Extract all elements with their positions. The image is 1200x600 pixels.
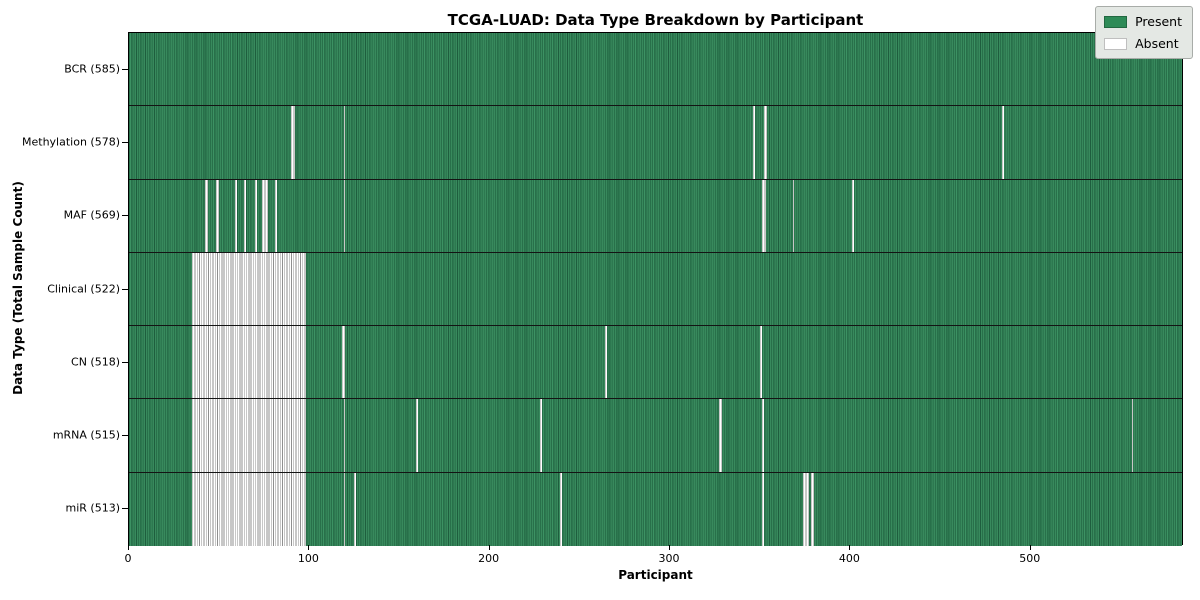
absent-segment (275, 179, 277, 252)
absent-segment (343, 399, 346, 472)
legend-swatch-absent (1104, 37, 1128, 50)
ytick-label-methylation: Methylation (578) (22, 135, 120, 149)
legend-item-absent: Absent (1104, 36, 1182, 51)
absent-segment (415, 399, 418, 472)
absent-segment (852, 179, 854, 252)
ytick-label-mrna: mRNA (515) (52, 428, 120, 442)
plot-area (128, 32, 1183, 546)
absent-segment (244, 179, 247, 252)
absent-segment (255, 179, 258, 252)
xtick-mark (308, 545, 310, 550)
legend-label: Absent (1135, 36, 1179, 51)
absent-segment (810, 472, 815, 546)
ytick-mark (122, 288, 128, 290)
absent-segment (718, 399, 723, 472)
row-cn (129, 326, 1182, 400)
xtick-mark (849, 545, 851, 550)
absent-segment (752, 106, 755, 179)
absent-segment (560, 472, 562, 546)
absent-segment (762, 399, 764, 472)
xtick-label-200: 200 (478, 552, 500, 565)
row-methylation (129, 106, 1182, 180)
chart-title: TCGA-LUAD: Data Type Breakdown by Partic… (447, 11, 864, 29)
ytick-mark (122, 508, 128, 510)
absent-segment (792, 179, 795, 252)
absent-segment (341, 326, 346, 399)
row-mrna (129, 399, 1182, 473)
ytick-label-bcr: BCR (585) (64, 62, 120, 76)
absent-segment (343, 106, 346, 179)
ytick-mark (122, 215, 128, 217)
legend: Present Absent (1095, 6, 1193, 59)
xtick-mark (1029, 545, 1031, 550)
row-clinical (129, 252, 1182, 327)
absent-segment (262, 179, 268, 252)
xtick-label-100: 100 (297, 552, 319, 565)
absent-segment (192, 252, 306, 326)
absent-segment (215, 179, 220, 252)
ytick-label-mir: miR (513) (65, 501, 121, 515)
absent-segment (1001, 106, 1004, 179)
xtick-label-400: 400 (838, 552, 860, 565)
xtick-mark (669, 545, 671, 550)
absent-segment (540, 399, 542, 472)
absent-segment (803, 472, 809, 546)
ytick-label-maf: MAF (569) (63, 208, 120, 222)
absent-segment (605, 326, 607, 399)
ytick-mark (122, 361, 128, 363)
absent-segment (760, 326, 762, 399)
xtick-label-500: 500 (1019, 552, 1041, 565)
legend-item-present: Present (1104, 14, 1182, 29)
legend-label: Present (1135, 14, 1182, 29)
row-bcr (129, 33, 1182, 107)
xtick-mark (128, 545, 129, 550)
absent-segment (762, 179, 766, 252)
xtick-label-0: 0 (124, 552, 132, 565)
ytick-label-clinical: Clinical (522) (47, 282, 120, 295)
xtick-label-300: 300 (658, 552, 680, 565)
absent-segment (1131, 399, 1134, 472)
absent-segment (204, 179, 209, 252)
absent-segment (762, 472, 764, 546)
absent-segment (235, 179, 238, 252)
absent-segment (354, 472, 357, 546)
x-axis-label: Participant (618, 568, 693, 582)
ytick-mark (122, 435, 128, 437)
ytick-mark (122, 141, 128, 143)
xtick-mark (488, 545, 490, 550)
absent-segment (192, 472, 306, 546)
row-mir (129, 472, 1182, 546)
absent-segment (192, 326, 306, 399)
absent-segment (343, 179, 346, 252)
absent-segment (343, 472, 346, 546)
row-maf (129, 179, 1182, 253)
absent-segment (192, 399, 306, 472)
legend-swatch-present (1104, 15, 1128, 28)
ytick-label-cn: CN (518) (71, 355, 120, 369)
absent-segment (763, 106, 768, 179)
ytick-mark (122, 68, 128, 70)
absent-segment (291, 106, 295, 179)
